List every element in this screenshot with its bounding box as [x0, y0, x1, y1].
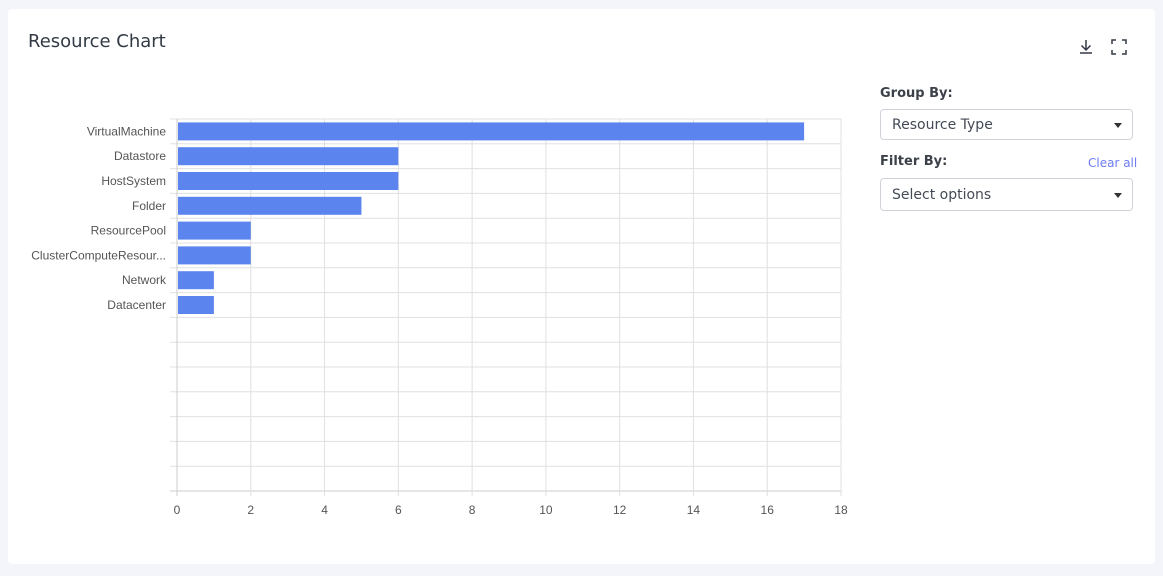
y-tick-label: HostSystem [101, 174, 166, 188]
bar [178, 122, 805, 141]
bar [178, 271, 214, 290]
bar [178, 147, 399, 166]
y-tick-label: VirtualMachine [87, 124, 166, 138]
x-tick-label: 0 [174, 503, 181, 517]
filter-by-label: Filter By: [880, 154, 948, 169]
y-tick-label: ClusterComputeResour... [31, 248, 166, 262]
bar [178, 221, 251, 240]
y-tick-label: Datacenter [107, 298, 166, 312]
x-tick-label: 12 [613, 503, 627, 517]
group-by-label: Group By: [880, 86, 953, 101]
fullscreen-icon[interactable] [1109, 37, 1129, 57]
filter-placeholder: Select options [892, 187, 992, 203]
bar [178, 296, 214, 314]
bar [178, 172, 399, 190]
caret-down-icon [1114, 193, 1122, 198]
group-by-value: Resource Type [892, 117, 993, 133]
page-title: Resource Chart [28, 31, 166, 52]
group-by-select[interactable]: Resource Type [880, 109, 1133, 140]
x-tick-label: 18 [834, 503, 848, 517]
x-tick-label: 14 [687, 503, 701, 517]
download-icon[interactable] [1076, 37, 1096, 57]
caret-down-icon [1114, 123, 1122, 128]
clear-all-link[interactable]: Clear all [1088, 156, 1138, 170]
filter-by-select[interactable]: Select options [880, 178, 1133, 211]
x-tick-label: 6 [395, 503, 402, 517]
bar [178, 246, 251, 265]
x-tick-label: 8 [469, 503, 476, 517]
x-tick-label: 16 [761, 503, 775, 517]
y-tick-label: Network [122, 273, 167, 287]
x-tick-label: 4 [321, 503, 328, 517]
y-tick-label: Datastore [114, 149, 166, 163]
resource-chart-card: Resource Chart 0 2 4 6 8 10 12 14 16 18 VirtualMac… [8, 9, 1155, 564]
y-tick-label: Folder [132, 199, 166, 213]
bar [178, 196, 362, 215]
x-tick-label: 10 [539, 503, 553, 517]
x-tick-label: 2 [247, 503, 254, 517]
bar-chart: 0 2 4 6 8 10 12 14 16 18 VirtualMachine Datastore Ho… [31, 118, 848, 517]
y-tick-label: ResourcePool [91, 224, 166, 238]
